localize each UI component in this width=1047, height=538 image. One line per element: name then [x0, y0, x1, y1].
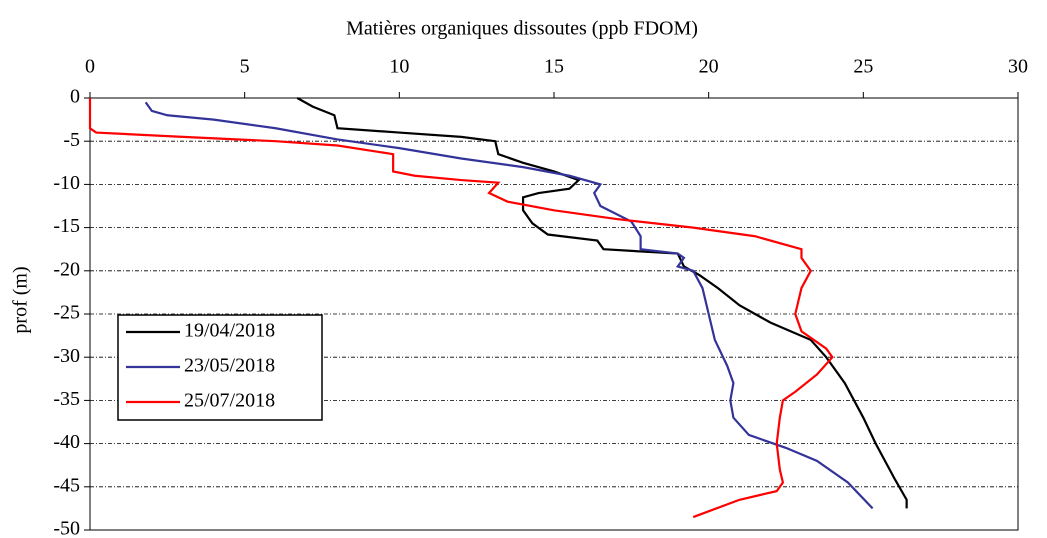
- x-tick-label: 30: [1008, 56, 1028, 78]
- y-tick-label: -10: [53, 172, 80, 194]
- x-tick-label: 25: [853, 56, 873, 78]
- y-tick-label: -40: [53, 431, 80, 453]
- y-tick-label: -30: [53, 345, 80, 367]
- chart-title: Matières organiques dissoutes (ppb FDOM): [346, 18, 698, 40]
- y-tick-label: -45: [53, 474, 80, 496]
- series-line: [144, 101, 874, 510]
- y-tick-label: -5: [63, 129, 80, 151]
- y-axis-label: prof (m): [10, 266, 32, 333]
- y-tick-label: 0: [70, 86, 80, 108]
- y-tick-label: -50: [53, 518, 80, 538]
- plot-frame: [89, 97, 1019, 531]
- x-tick-label: 15: [544, 56, 564, 78]
- y-tick-label: -25: [53, 302, 80, 324]
- series-line: [88, 98, 834, 519]
- legend-label: 25/07/2018: [184, 390, 275, 412]
- x-tick-label: 10: [389, 56, 409, 78]
- legend-label: 23/05/2018: [184, 355, 275, 377]
- series-line: [296, 97, 908, 509]
- x-tick-label: 0: [85, 56, 95, 78]
- legend-label: 19/04/2018: [184, 320, 275, 342]
- y-tick-label: -35: [53, 388, 80, 410]
- y-tick-label: -20: [53, 258, 80, 280]
- y-tick-label: -15: [53, 215, 80, 237]
- x-tick-label: 5: [240, 56, 250, 78]
- x-tick-label: 20: [699, 56, 719, 78]
